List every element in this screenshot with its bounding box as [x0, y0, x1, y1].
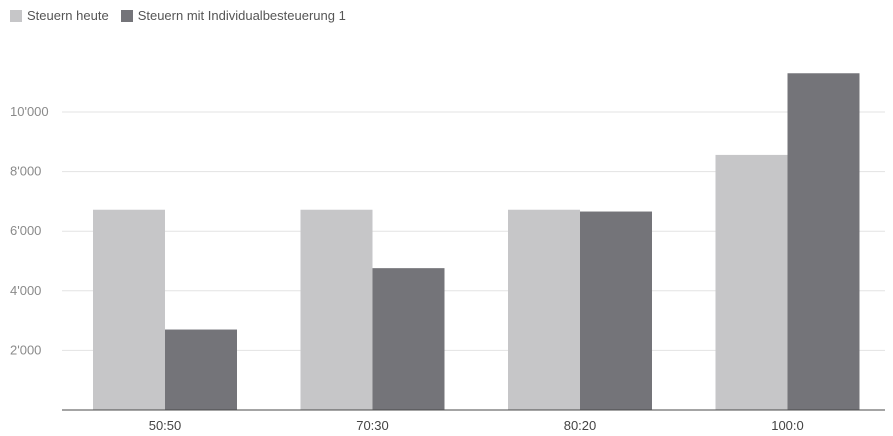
- legend-item-individualbesteuerung[interactable]: Steuern mit Individualbesteuerung 1: [120, 8, 346, 23]
- legend-label-individualbesteuerung: Steuern mit Individualbesteuerung 1: [137, 8, 346, 23]
- bar-70-30-series-2[interactable]: [372, 268, 445, 410]
- bar-100-0-series-2[interactable]: [787, 73, 860, 410]
- bar-100-0-series-1[interactable]: [715, 154, 788, 410]
- x-tick-label: 50:50: [149, 418, 182, 433]
- y-tick-label: 10'000: [10, 104, 49, 119]
- x-tick-label: 70:30: [356, 418, 389, 433]
- y-tick-label: 2'000: [10, 342, 41, 357]
- x-axis-ticks: 50:50 70:30 80:20 100:0: [149, 418, 804, 433]
- x-tick-label: 80:20: [564, 418, 597, 433]
- legend-item-steuern-heute[interactable]: Steuern heute: [10, 8, 109, 23]
- legend-swatch-steuern-heute: [10, 9, 22, 22]
- y-tick-label: 4'000: [10, 283, 41, 298]
- bar-80-20-series-2[interactable]: [580, 211, 652, 410]
- legend-label-steuern-heute: Steuern heute: [27, 8, 109, 23]
- bar-50-50-series-2[interactable]: [165, 329, 237, 410]
- bar-80-20-series-1[interactable]: [508, 209, 580, 410]
- chart-legend: Steuern heute Steuern mit Individualbest…: [10, 8, 346, 23]
- bar-50-50-series-1[interactable]: [93, 209, 165, 410]
- bars: [93, 73, 860, 410]
- x-tick-label: 100:0: [771, 418, 804, 433]
- bar-70-30-series-1[interactable]: [300, 209, 373, 410]
- y-tick-label: 8'000: [10, 164, 41, 179]
- y-axis-ticks: 2'000 4'000 6'000 8'000 10'000: [10, 104, 49, 357]
- y-tick-label: 6'000: [10, 223, 41, 238]
- legend-swatch-individualbesteuerung: [120, 9, 133, 22]
